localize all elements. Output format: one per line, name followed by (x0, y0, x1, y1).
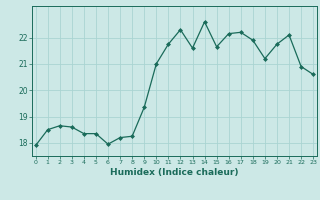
X-axis label: Humidex (Indice chaleur): Humidex (Indice chaleur) (110, 168, 239, 177)
